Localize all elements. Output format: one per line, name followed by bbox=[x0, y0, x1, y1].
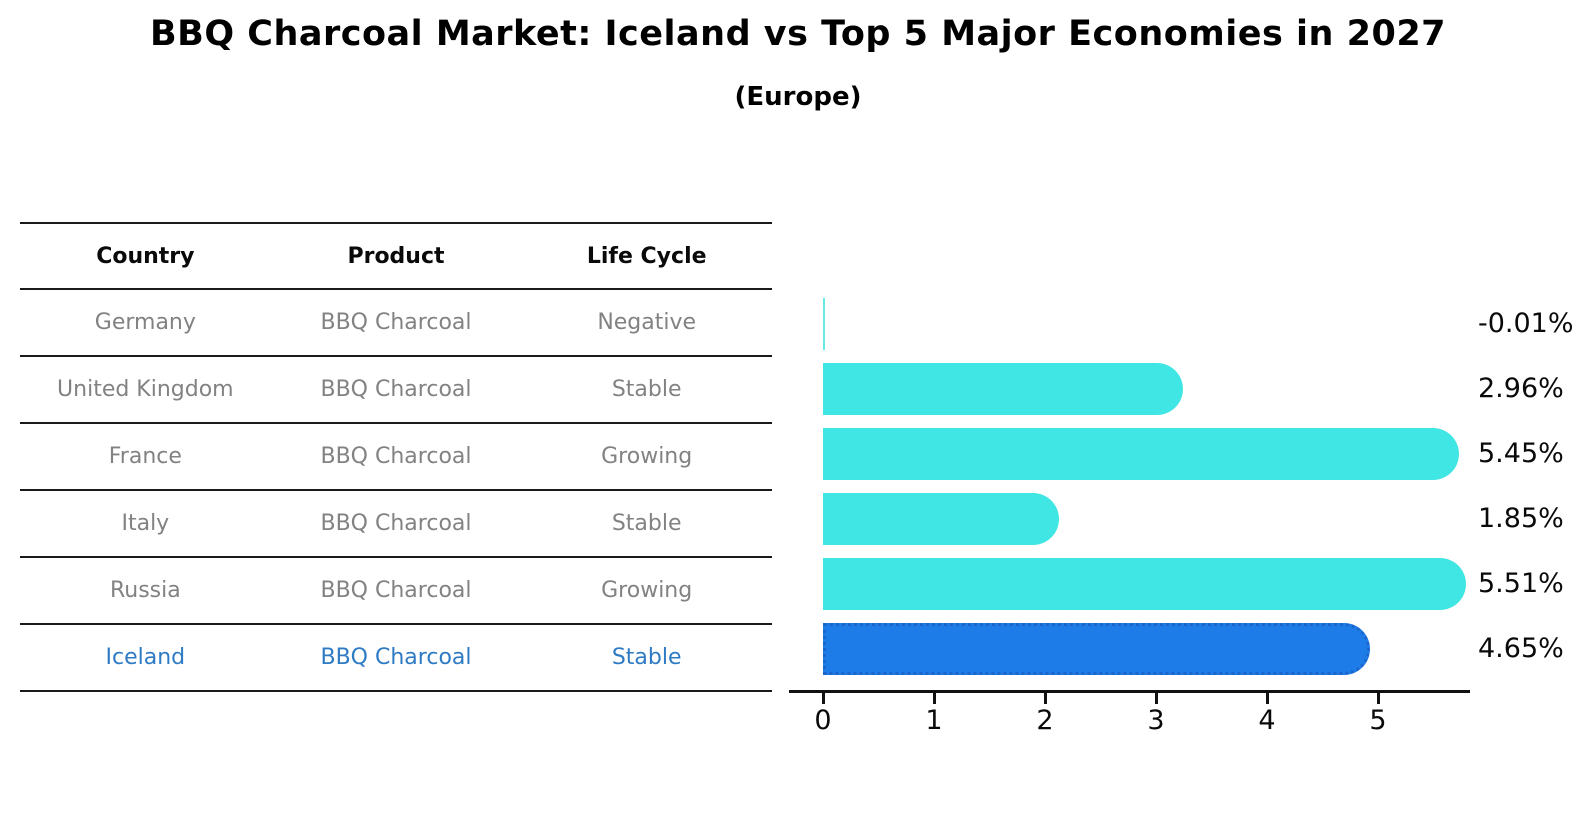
column-header-life-cycle: Life Cycle bbox=[586, 243, 707, 269]
cell-life-cycle: Stable bbox=[611, 511, 682, 536]
cell-life-cycle: Growing bbox=[601, 444, 693, 469]
cell-life-cycle: Stable bbox=[611, 645, 682, 670]
cell-product: BBQ Charcoal bbox=[320, 578, 472, 603]
tick-mark bbox=[1377, 693, 1380, 704]
chart-subtitle: (Europe) bbox=[734, 82, 862, 112]
cell-life-cycle: Stable bbox=[611, 377, 682, 402]
cell-life-cycle: Negative bbox=[597, 310, 697, 335]
bar-united-kingdom bbox=[823, 363, 1183, 415]
tick-label: 3 bbox=[1147, 705, 1165, 736]
bar-row-germany: -0.01% bbox=[0, 298, 1596, 350]
country-table: Country Product Life Cycle Germany BBQ C… bbox=[20, 222, 772, 692]
chart-title: BBQ Charcoal Market: Iceland vs Top 5 Ma… bbox=[149, 14, 1447, 54]
tick-mark bbox=[1266, 693, 1269, 704]
cell-product: BBQ Charcoal bbox=[320, 310, 472, 335]
bar-value-label: 5.51% bbox=[1478, 568, 1564, 599]
bar-france bbox=[823, 428, 1459, 480]
bar-row-united-kingdom: 2.96% bbox=[0, 363, 1596, 415]
bar-germany bbox=[823, 298, 825, 350]
tick-label: 0 bbox=[814, 705, 832, 736]
table-row-germany: Germany BBQ Charcoal Negative bbox=[20, 290, 772, 357]
table-row-united-kingdom: United Kingdom BBQ Charcoal Stable bbox=[20, 357, 772, 424]
bar-row-italy: 1.85% bbox=[0, 493, 1596, 545]
table-row-iceland-highlighted: Iceland BBQ Charcoal Stable bbox=[20, 625, 772, 692]
bar-value-label: 2.96% bbox=[1478, 373, 1564, 404]
tick-mark bbox=[1155, 693, 1158, 704]
bar-value-label: 5.45% bbox=[1478, 438, 1564, 469]
bar-row-france: 5.45% bbox=[0, 428, 1596, 480]
table-row-italy: Italy BBQ Charcoal Stable bbox=[20, 491, 772, 558]
bar-row-russia: 5.51% bbox=[0, 558, 1596, 610]
column-header-country: Country bbox=[96, 243, 195, 269]
cell-country: United Kingdom bbox=[57, 377, 234, 402]
cell-country: Iceland bbox=[105, 645, 186, 670]
tick-label: 1 bbox=[925, 705, 943, 736]
cell-product: BBQ Charcoal bbox=[320, 645, 472, 670]
bar-russia bbox=[823, 558, 1466, 610]
tick-label: 5 bbox=[1369, 705, 1387, 736]
bar-row-iceland: 4.65% bbox=[0, 623, 1596, 675]
cell-country: Italy bbox=[121, 511, 170, 536]
tick-mark bbox=[1044, 693, 1047, 704]
cell-country: Russia bbox=[109, 578, 181, 603]
tick-label: 4 bbox=[1258, 705, 1276, 736]
cell-product: BBQ Charcoal bbox=[320, 377, 472, 402]
cell-country: Germany bbox=[94, 310, 196, 335]
cell-country: France bbox=[108, 444, 182, 469]
bar-italy bbox=[823, 493, 1060, 545]
tick-mark bbox=[822, 693, 825, 704]
table-row-russia: Russia BBQ Charcoal Growing bbox=[20, 558, 772, 625]
cell-product: BBQ Charcoal bbox=[320, 444, 472, 469]
bar-value-label: 1.85% bbox=[1478, 503, 1564, 534]
bar-value-label: -0.01% bbox=[1478, 308, 1574, 339]
table-row-france: France BBQ Charcoal Growing bbox=[20, 424, 772, 491]
tick-mark bbox=[933, 693, 936, 704]
bar-value-label: 4.65% bbox=[1478, 633, 1564, 664]
tick-label: 2 bbox=[1036, 705, 1054, 736]
x-axis-line bbox=[789, 690, 1470, 693]
bar-iceland-highlighted bbox=[823, 623, 1371, 675]
cell-life-cycle: Growing bbox=[601, 578, 693, 603]
table-header-row: Country Product Life Cycle bbox=[20, 224, 772, 290]
column-header-product: Product bbox=[347, 243, 445, 269]
cell-product: BBQ Charcoal bbox=[320, 511, 472, 536]
